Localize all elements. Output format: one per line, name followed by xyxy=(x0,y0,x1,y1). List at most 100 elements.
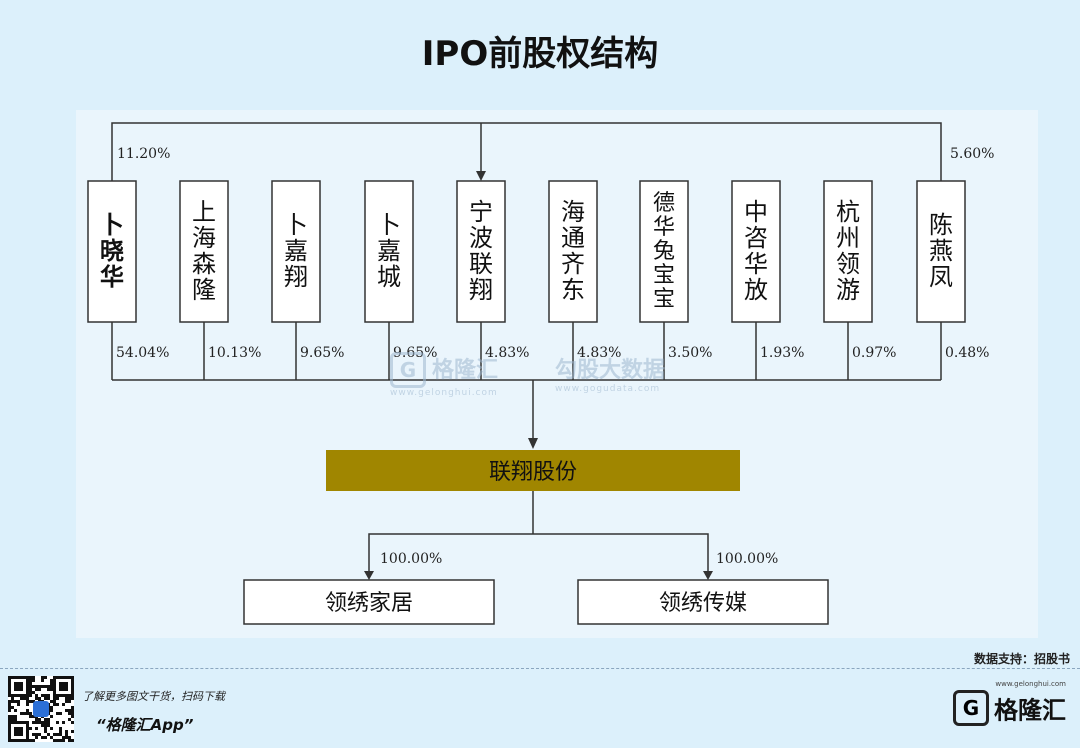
qr-module xyxy=(65,730,68,733)
qr-module xyxy=(41,679,44,682)
qr-module xyxy=(29,700,32,703)
qr-module xyxy=(50,709,53,712)
shareholder-name-char: 华 xyxy=(744,250,768,278)
qr-module xyxy=(56,697,59,700)
qr-module xyxy=(59,733,62,736)
qr-module xyxy=(29,715,32,718)
connector-lines xyxy=(111,122,942,449)
qr-module xyxy=(29,712,32,715)
shareholder-name-char: 游 xyxy=(836,276,860,304)
shareholder-name-char: 放 xyxy=(744,276,768,304)
company-node: 联翔股份 xyxy=(326,450,740,491)
qr-module xyxy=(47,718,50,721)
qr-module xyxy=(50,715,53,718)
qr-module xyxy=(41,724,44,727)
qr-module xyxy=(65,700,68,703)
shareholder-name-char: 海 xyxy=(561,198,585,226)
qr-module xyxy=(53,700,56,703)
qr-module xyxy=(68,709,71,712)
qr-module xyxy=(23,712,26,715)
shareholder-percent: 0.97% xyxy=(852,345,896,361)
qr-module xyxy=(68,700,71,703)
qr-module xyxy=(38,685,41,688)
qr-module xyxy=(47,688,50,691)
qr-module xyxy=(35,688,38,691)
qr-module xyxy=(71,721,74,724)
qr-module xyxy=(65,709,68,712)
qr-code-icon[interactable] xyxy=(8,676,74,742)
qr-module xyxy=(35,685,38,688)
shareholder-name-char: 杭 xyxy=(836,198,860,226)
qr-module xyxy=(44,694,47,697)
download-tagline: 了解更多图文干货，扫码下载 xyxy=(82,690,225,703)
shareholder-box xyxy=(87,180,137,323)
qr-module xyxy=(29,685,32,688)
shareholder-box xyxy=(916,180,966,323)
qr-module xyxy=(41,721,44,724)
qr-module xyxy=(41,694,44,697)
qr-finder-ring xyxy=(8,676,29,697)
qr-module xyxy=(35,721,38,724)
qr-module xyxy=(65,697,68,700)
qr-module xyxy=(41,676,44,679)
qr-module xyxy=(29,676,32,679)
qr-module xyxy=(23,697,26,700)
shareholder-name-char: 上 xyxy=(192,198,216,226)
company-name: 联翔股份 xyxy=(489,460,577,485)
qr-module xyxy=(56,739,59,742)
qr-module xyxy=(65,733,68,736)
qr-module xyxy=(47,697,50,700)
qr-module xyxy=(44,730,47,733)
qr-module xyxy=(11,715,14,718)
app-name: “格隆汇App” xyxy=(96,716,194,734)
subsidiary-name: 领绣家居 xyxy=(325,591,413,616)
percent-labels: 54.04% 10.13% 9.65% 9.65% 4.83% 4.83% 3.50% 1.9… xyxy=(116,146,994,361)
shareholder-name-char: 卜 xyxy=(100,210,124,239)
qr-finder-ring xyxy=(53,676,74,697)
shareholder-percent: 4.83% xyxy=(577,345,621,361)
shareholder-name-char: 咨 xyxy=(744,224,768,252)
qr-module xyxy=(11,700,14,703)
page-title: IPO前股权结构 xyxy=(421,34,659,74)
qr-module xyxy=(35,697,38,700)
qr-module xyxy=(26,703,29,706)
qr-module xyxy=(41,685,44,688)
shareholder-name: 卜晓华 xyxy=(100,210,124,291)
brand-logo: www.gelonghui.com G 格隆汇 xyxy=(952,680,1066,726)
shareholder-percent: 0.48% xyxy=(945,345,989,361)
top-percent-right: 5.60% xyxy=(950,146,994,162)
qr-module xyxy=(32,700,35,703)
qr-finder-dot xyxy=(14,682,23,691)
qr-module xyxy=(8,709,11,712)
qr-module xyxy=(29,688,32,691)
qr-module xyxy=(47,724,50,727)
shareholder-box xyxy=(823,180,873,323)
shareholder-name-char: 通 xyxy=(561,224,585,252)
qr-module xyxy=(32,721,35,724)
shareholder-name: 宁波联翔 xyxy=(469,198,493,304)
qr-center-logo xyxy=(33,701,49,717)
qr-module xyxy=(38,718,41,721)
shareholder-name: 陈燕凤 xyxy=(929,211,953,291)
qr-module xyxy=(20,697,23,700)
qr-module xyxy=(71,739,74,742)
qr-module xyxy=(68,712,71,715)
watermark-right-url: www.gogudata.com xyxy=(555,384,661,394)
shareholder-name-char: 翔 xyxy=(284,263,308,291)
qr-module xyxy=(50,706,53,709)
qr-module xyxy=(29,694,32,697)
shareholder-percent: 4.83% xyxy=(485,345,529,361)
qr-module xyxy=(32,685,35,688)
to-company-arrowhead xyxy=(528,438,538,449)
qr-module xyxy=(47,721,50,724)
qr-module xyxy=(50,727,53,730)
qr-module xyxy=(8,703,11,706)
shareholder-name-char: 中 xyxy=(744,198,768,226)
qr-module xyxy=(35,727,38,730)
qr-module xyxy=(47,733,50,736)
shareholder-box xyxy=(731,180,781,323)
qr-module xyxy=(50,736,53,739)
qr-module xyxy=(53,733,56,736)
qr-module xyxy=(29,739,32,742)
